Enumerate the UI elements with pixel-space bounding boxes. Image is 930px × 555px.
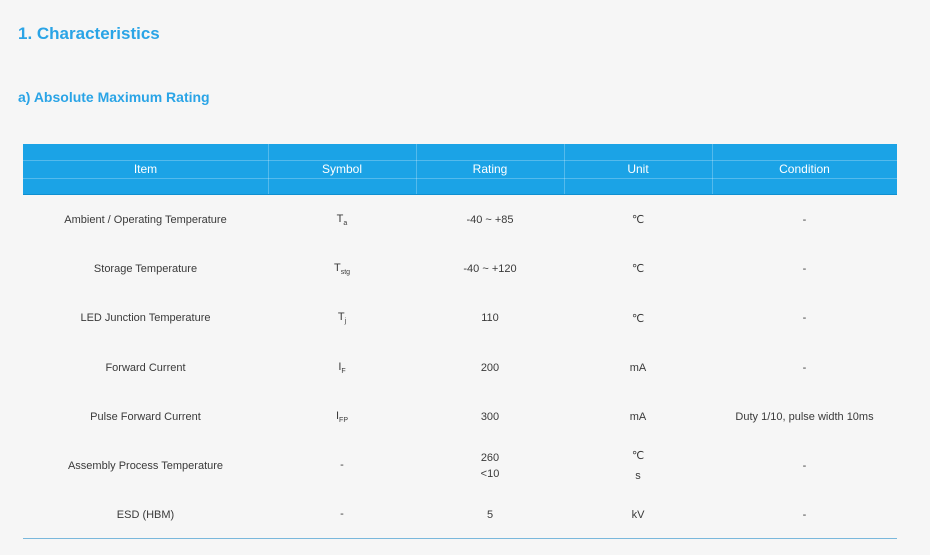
ratings-table: Item Symbol Rating Unit Condition Ambien… (23, 144, 897, 540)
column-header-unit: Unit (627, 162, 649, 176)
symbol-cell: - (340, 508, 344, 521)
rating-cell: -40 ~ +120 (463, 262, 517, 275)
table-row: Ambient / Operating Temperature Ta -40 ~… (23, 195, 897, 244)
subsection-heading: a) Absolute Maximum Rating (18, 89, 210, 105)
rating-cell: 5 (486, 509, 494, 522)
rating-value: 260 (480, 452, 500, 465)
table-row: Forward Current IF 200 mA - (23, 343, 897, 392)
table-bottom-rule (23, 538, 897, 539)
symbol-cell: Ta (336, 212, 348, 227)
condition-cell: - (802, 213, 807, 226)
symbol-cell: IFP (335, 409, 348, 424)
rating-cell: 110 (481, 312, 499, 325)
symbol-cell: Tstg (333, 261, 351, 276)
unit-cell: ℃ s (564, 441, 712, 490)
unit-cell: ℃ (631, 214, 645, 227)
column-header-symbol: Symbol (321, 162, 362, 176)
unit-cell: ℃ (631, 263, 645, 276)
column-header-condition: Condition (779, 162, 830, 176)
rating-cell: 300 (480, 410, 500, 423)
unit-value: ℃ (631, 450, 645, 463)
rating-cell: 260 <10 (416, 441, 564, 490)
table-row: Storage Temperature Tstg -40 ~ +120 ℃ - (23, 244, 897, 293)
section-heading: 1. Characteristics (18, 24, 160, 43)
condition-cell: Duty 1/10, pulse width 10ms (735, 410, 874, 423)
condition-cell: - (802, 460, 807, 473)
condition-cell: - (802, 509, 807, 522)
item-cell: Assembly Process Temperature (67, 460, 224, 473)
table-row: LED Junction Temperature Tj 110 ℃ - (23, 294, 897, 343)
item-cell: Ambient / Operating Temperature (64, 213, 227, 226)
condition-cell: - (802, 262, 807, 275)
item-cell: ESD (HBM) (116, 509, 175, 522)
symbol-cell: Tj (337, 311, 347, 326)
unit-cell: mA (629, 410, 647, 423)
table-row: ESD (HBM) - 5 kV - (23, 491, 897, 540)
item-cell: LED Junction Temperature (80, 312, 211, 325)
rating-cell: 200 (480, 361, 500, 374)
column-header-item: Item (133, 162, 158, 176)
unit-cell: ℃ (631, 312, 645, 325)
column-header-rating: Rating (472, 162, 508, 176)
table-row: Assembly Process Temperature - 260 <10 ℃… (23, 441, 897, 490)
table-row: Pulse Forward Current IFP 300 mA Duty 1/… (23, 392, 897, 441)
item-cell: Storage Temperature (93, 262, 198, 275)
rating-cell: -40 ~ +85 (466, 213, 514, 226)
condition-cell: - (802, 312, 807, 325)
rating-value-2: <10 (480, 468, 500, 481)
unit-value-2: s (635, 470, 641, 483)
condition-cell: - (802, 361, 807, 374)
table-header: Item Symbol Rating Unit Condition (23, 144, 897, 195)
item-cell: Pulse Forward Current (90, 410, 201, 423)
item-cell: Forward Current (105, 361, 186, 374)
symbol-cell: - (340, 459, 344, 472)
unit-cell: kV (631, 509, 645, 522)
symbol-cell: IF (338, 360, 346, 375)
unit-cell: mA (629, 361, 647, 374)
